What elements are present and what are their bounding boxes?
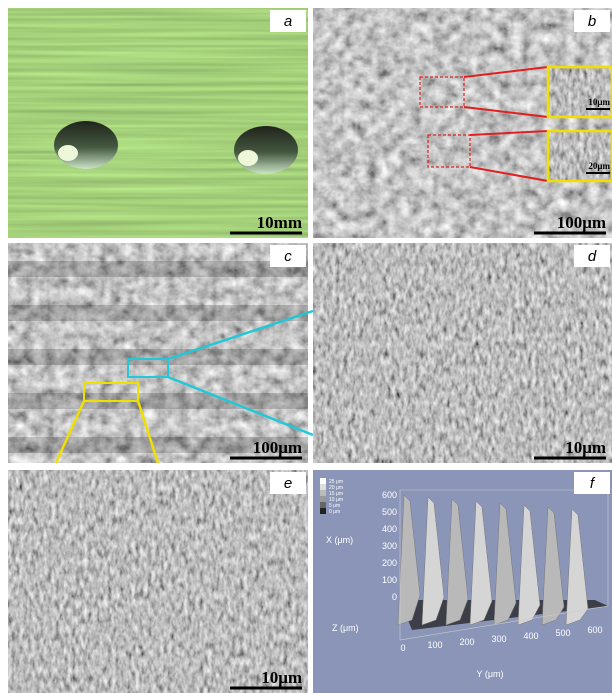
drop-highlight: [58, 145, 78, 161]
axis-title: Y (μm): [476, 669, 503, 679]
x-tick-label: 500: [382, 507, 397, 517]
panel-image: [8, 470, 308, 693]
panel: e 10μm: [8, 470, 308, 693]
x-tick-label: 300: [382, 541, 397, 551]
scale-bar-label: 100μm: [557, 213, 606, 232]
figure: a10mm10μm20μmb100μmc100μmd10μme10μm25 μm…: [0, 0, 612, 693]
inset-scale-label: 10μm: [588, 97, 610, 107]
panel: d 10μm: [313, 243, 612, 463]
panel-label: b: [588, 13, 596, 30]
colorbar-swatch: [320, 502, 326, 508]
colorbar-swatch: [320, 478, 326, 484]
panel-label: a: [284, 13, 292, 30]
axis-title: Z (μm): [332, 623, 359, 633]
colorbar-swatch: [320, 508, 326, 514]
y-tick-label: 400: [523, 631, 538, 641]
panel-image: [313, 8, 612, 238]
inset-scale-label: 20μm: [588, 161, 610, 171]
y-tick-label: 100: [427, 640, 442, 650]
scale-bar-label: 10mm: [257, 213, 302, 232]
texture-band: [8, 393, 308, 409]
y-tick-label: 500: [555, 628, 570, 638]
colorbar-swatch: [320, 496, 326, 502]
y-tick-label: 0: [400, 643, 405, 653]
colorbar-label: 0 μm: [329, 509, 340, 515]
x-tick-label: 400: [382, 524, 397, 534]
water-drop: [54, 121, 118, 169]
y-tick-label: 200: [459, 637, 474, 647]
drop-highlight: [238, 150, 258, 166]
panel: c 100μm: [8, 243, 308, 463]
axis-title: X (μm): [326, 535, 353, 545]
colorbar-swatch: [320, 484, 326, 490]
colorbar-swatch: [320, 490, 326, 496]
panel-label: e: [284, 475, 292, 492]
panel-image: [313, 243, 612, 463]
panel-label: c: [284, 248, 292, 265]
scale-bar-label: 100μm: [253, 438, 302, 457]
y-tick-label: 600: [587, 625, 602, 635]
scale-bar-label: 10μm: [565, 438, 606, 457]
panel-image: [8, 8, 308, 238]
texture-band: [8, 305, 308, 321]
panel: 10μm 20μm b 100μm: [313, 8, 612, 238]
x-tick-label: 0: [392, 592, 397, 602]
x-tick-label: 100: [382, 575, 397, 585]
panel: a 10mm: [8, 8, 308, 238]
texture-band: [8, 349, 308, 365]
y-tick-label: 300: [491, 634, 506, 644]
water-drop: [234, 126, 298, 174]
scale-bar-label: 10μm: [261, 668, 302, 687]
panel-label: d: [588, 248, 597, 265]
x-tick-label: 200: [382, 558, 397, 568]
x-tick-label: 600: [382, 490, 397, 500]
texture-band: [8, 261, 308, 277]
